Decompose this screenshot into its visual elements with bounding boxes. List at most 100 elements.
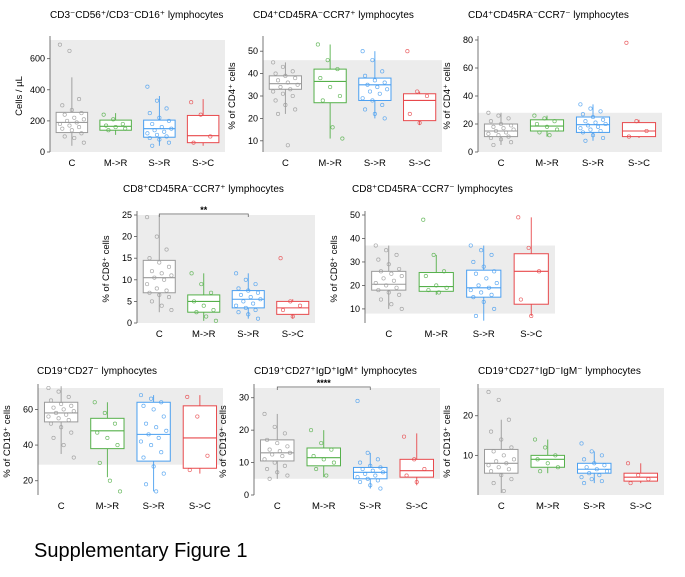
data-point	[365, 450, 370, 455]
data-point	[444, 285, 449, 290]
data-point	[644, 128, 649, 134]
data-point	[382, 80, 387, 85]
data-point	[583, 138, 588, 143]
data-point	[74, 120, 79, 125]
x-tick-label: M->R	[312, 501, 336, 512]
data-point	[150, 143, 155, 148]
y-axis-label: % of CD19⁺ cells	[218, 405, 229, 478]
box-c	[142, 215, 176, 313]
y-tick-label: 30	[248, 91, 258, 101]
data-point	[56, 416, 61, 421]
y-tick-label: 60	[463, 63, 473, 73]
data-point	[112, 421, 118, 426]
data-point	[246, 288, 251, 293]
box-iqr	[313, 68, 347, 104]
data-point	[484, 276, 489, 281]
data-point	[578, 102, 583, 107]
x-tick-label: M->R	[536, 501, 560, 512]
data-point	[441, 269, 447, 274]
box-c	[260, 411, 295, 481]
data-point	[363, 471, 368, 476]
data-point	[194, 310, 199, 315]
x-tick-label: S->C	[192, 158, 214, 169]
data-point	[105, 435, 110, 440]
data-point	[324, 473, 329, 478]
data-point	[599, 453, 604, 458]
y-tick-label: 0	[40, 147, 45, 157]
data-point	[238, 292, 243, 297]
data-point	[152, 275, 157, 280]
data-point	[378, 269, 384, 274]
data-point	[213, 318, 218, 323]
data-point	[280, 454, 285, 459]
data-point	[280, 64, 285, 69]
data-point	[479, 290, 484, 295]
box-s-to-c	[186, 99, 220, 146]
data-point	[476, 283, 481, 288]
data-point	[328, 84, 333, 90]
data-point	[604, 469, 610, 474]
x-tick-label: M->R	[192, 329, 216, 340]
significance-label: ****	[317, 378, 332, 388]
box-m-to-r	[90, 400, 125, 494]
box-iqr	[358, 77, 392, 101]
data-point	[145, 131, 150, 136]
data-point	[329, 447, 334, 452]
data-point	[370, 98, 375, 103]
data-point	[516, 215, 521, 220]
box-m-to-r	[530, 437, 565, 474]
data-point	[501, 488, 506, 494]
data-point	[147, 290, 152, 295]
data-point	[79, 111, 84, 116]
data-point	[162, 129, 167, 134]
data-point	[589, 449, 594, 454]
data-point	[272, 424, 277, 429]
y-axis-label: % of CD8⁺ cells	[101, 235, 112, 303]
data-point	[154, 132, 160, 137]
data-point	[150, 121, 155, 127]
data-point	[491, 142, 496, 148]
data-point	[394, 285, 399, 290]
data-point	[415, 89, 420, 94]
x-tick-label: C	[274, 501, 281, 512]
chart-panel-6: CD19⁺CD27⁻ lymphocytes 20 40 60 % of CD19⁺ c…	[2, 366, 223, 512]
data-point	[367, 89, 373, 94]
box-c	[55, 42, 89, 146]
data-point	[397, 266, 402, 272]
data-point	[486, 389, 491, 395]
data-point	[145, 282, 150, 287]
data-point	[468, 243, 473, 248]
data-point	[481, 264, 486, 269]
data-point	[625, 461, 631, 466]
data-point	[506, 467, 511, 472]
data-point	[48, 421, 54, 426]
box-m-to-r	[306, 428, 341, 478]
data-point	[506, 116, 511, 121]
box-c	[43, 385, 79, 460]
data-point	[624, 40, 629, 45]
x-tick-label: C	[282, 158, 289, 169]
data-point	[152, 128, 157, 133]
data-point	[236, 310, 241, 315]
data-point	[319, 441, 324, 446]
data-point	[553, 453, 558, 458]
data-point	[498, 137, 504, 142]
box-m-to-r	[313, 42, 347, 141]
data-point	[536, 269, 542, 274]
data-point	[368, 463, 373, 468]
data-point	[486, 110, 491, 115]
chart-panel-8: CD19⁺CD27⁺IgD⁻IgM⁻ lymphocytes 10 20 % of C…	[442, 366, 664, 512]
data-point	[504, 461, 509, 466]
y-tick-label: 40	[463, 91, 473, 101]
data-point	[201, 303, 206, 308]
significance-bracket	[158, 213, 249, 217]
data-point	[496, 465, 501, 470]
data-point	[280, 307, 286, 313]
data-point	[394, 252, 399, 257]
data-point	[588, 106, 593, 111]
data-point	[278, 84, 283, 90]
data-point	[496, 133, 501, 138]
data-point	[46, 414, 51, 419]
data-point	[157, 292, 162, 297]
data-point	[489, 469, 494, 474]
